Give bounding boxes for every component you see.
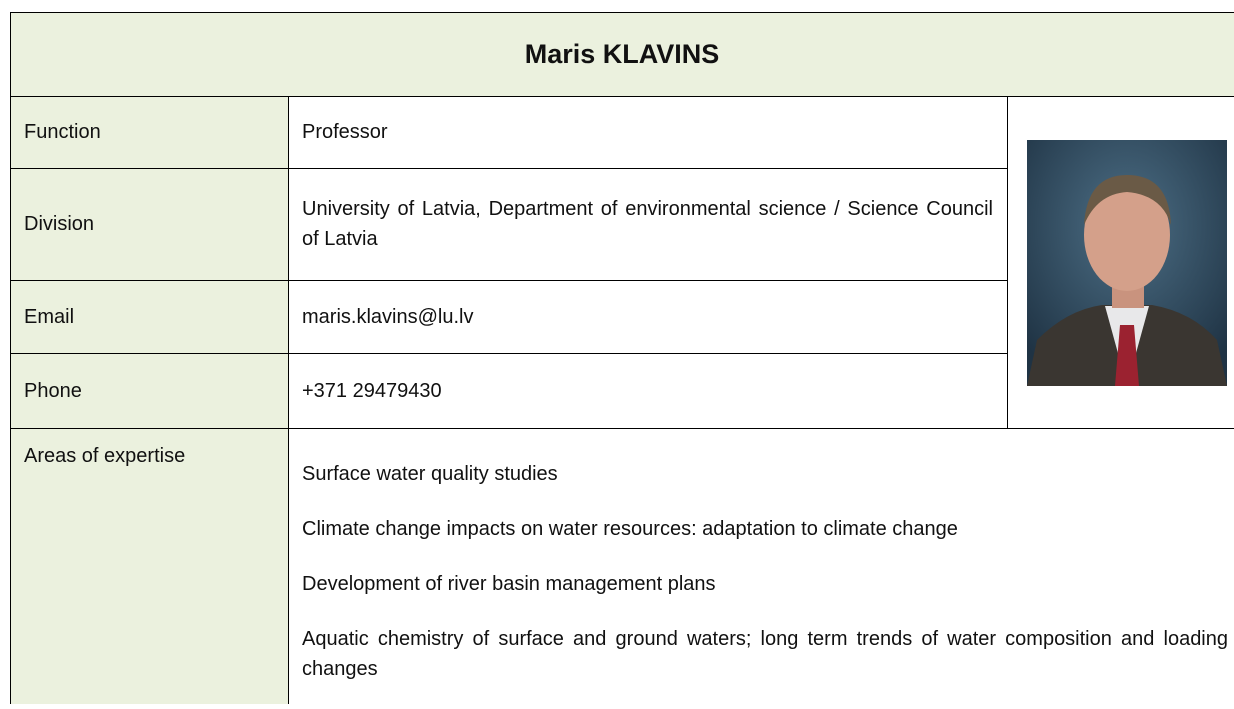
row-label: Function	[10, 96, 288, 168]
expertise-item: Aquatic chemistry of surface and ground …	[302, 624, 1228, 684]
row-value: maris.klavins@lu.lv	[288, 280, 1007, 353]
row-label: Phone	[10, 353, 288, 428]
title: Maris KLAVINS	[10, 12, 1234, 96]
border	[10, 280, 1007, 281]
border	[1007, 96, 1008, 428]
row-value: University of Latvia, Department of envi…	[288, 168, 1007, 280]
border	[10, 96, 1234, 97]
expertise-label: Areas of expertise	[24, 441, 185, 471]
border	[10, 428, 1234, 429]
division-text: University of Latvia, Department of envi…	[302, 194, 993, 254]
row-value: Professor	[288, 96, 1007, 168]
border	[10, 12, 1234, 13]
page: Maris KLAVINS Function Professor Divisio…	[0, 0, 1234, 704]
border	[10, 12, 11, 704]
expertise-item: Development of river basin management pl…	[302, 569, 1228, 599]
portrait-photo	[1027, 140, 1227, 386]
row-label: Email	[10, 280, 288, 353]
border	[288, 96, 289, 704]
border	[10, 353, 1007, 354]
row-value: +371 29479430	[288, 353, 1007, 428]
expertise-list: Surface water quality studies Climate ch…	[302, 459, 1228, 709]
expertise-item: Surface water quality studies	[302, 459, 1228, 489]
expertise-item: Climate change impacts on water resource…	[302, 514, 1228, 544]
row-label: Division	[10, 168, 288, 280]
border	[10, 168, 1007, 169]
